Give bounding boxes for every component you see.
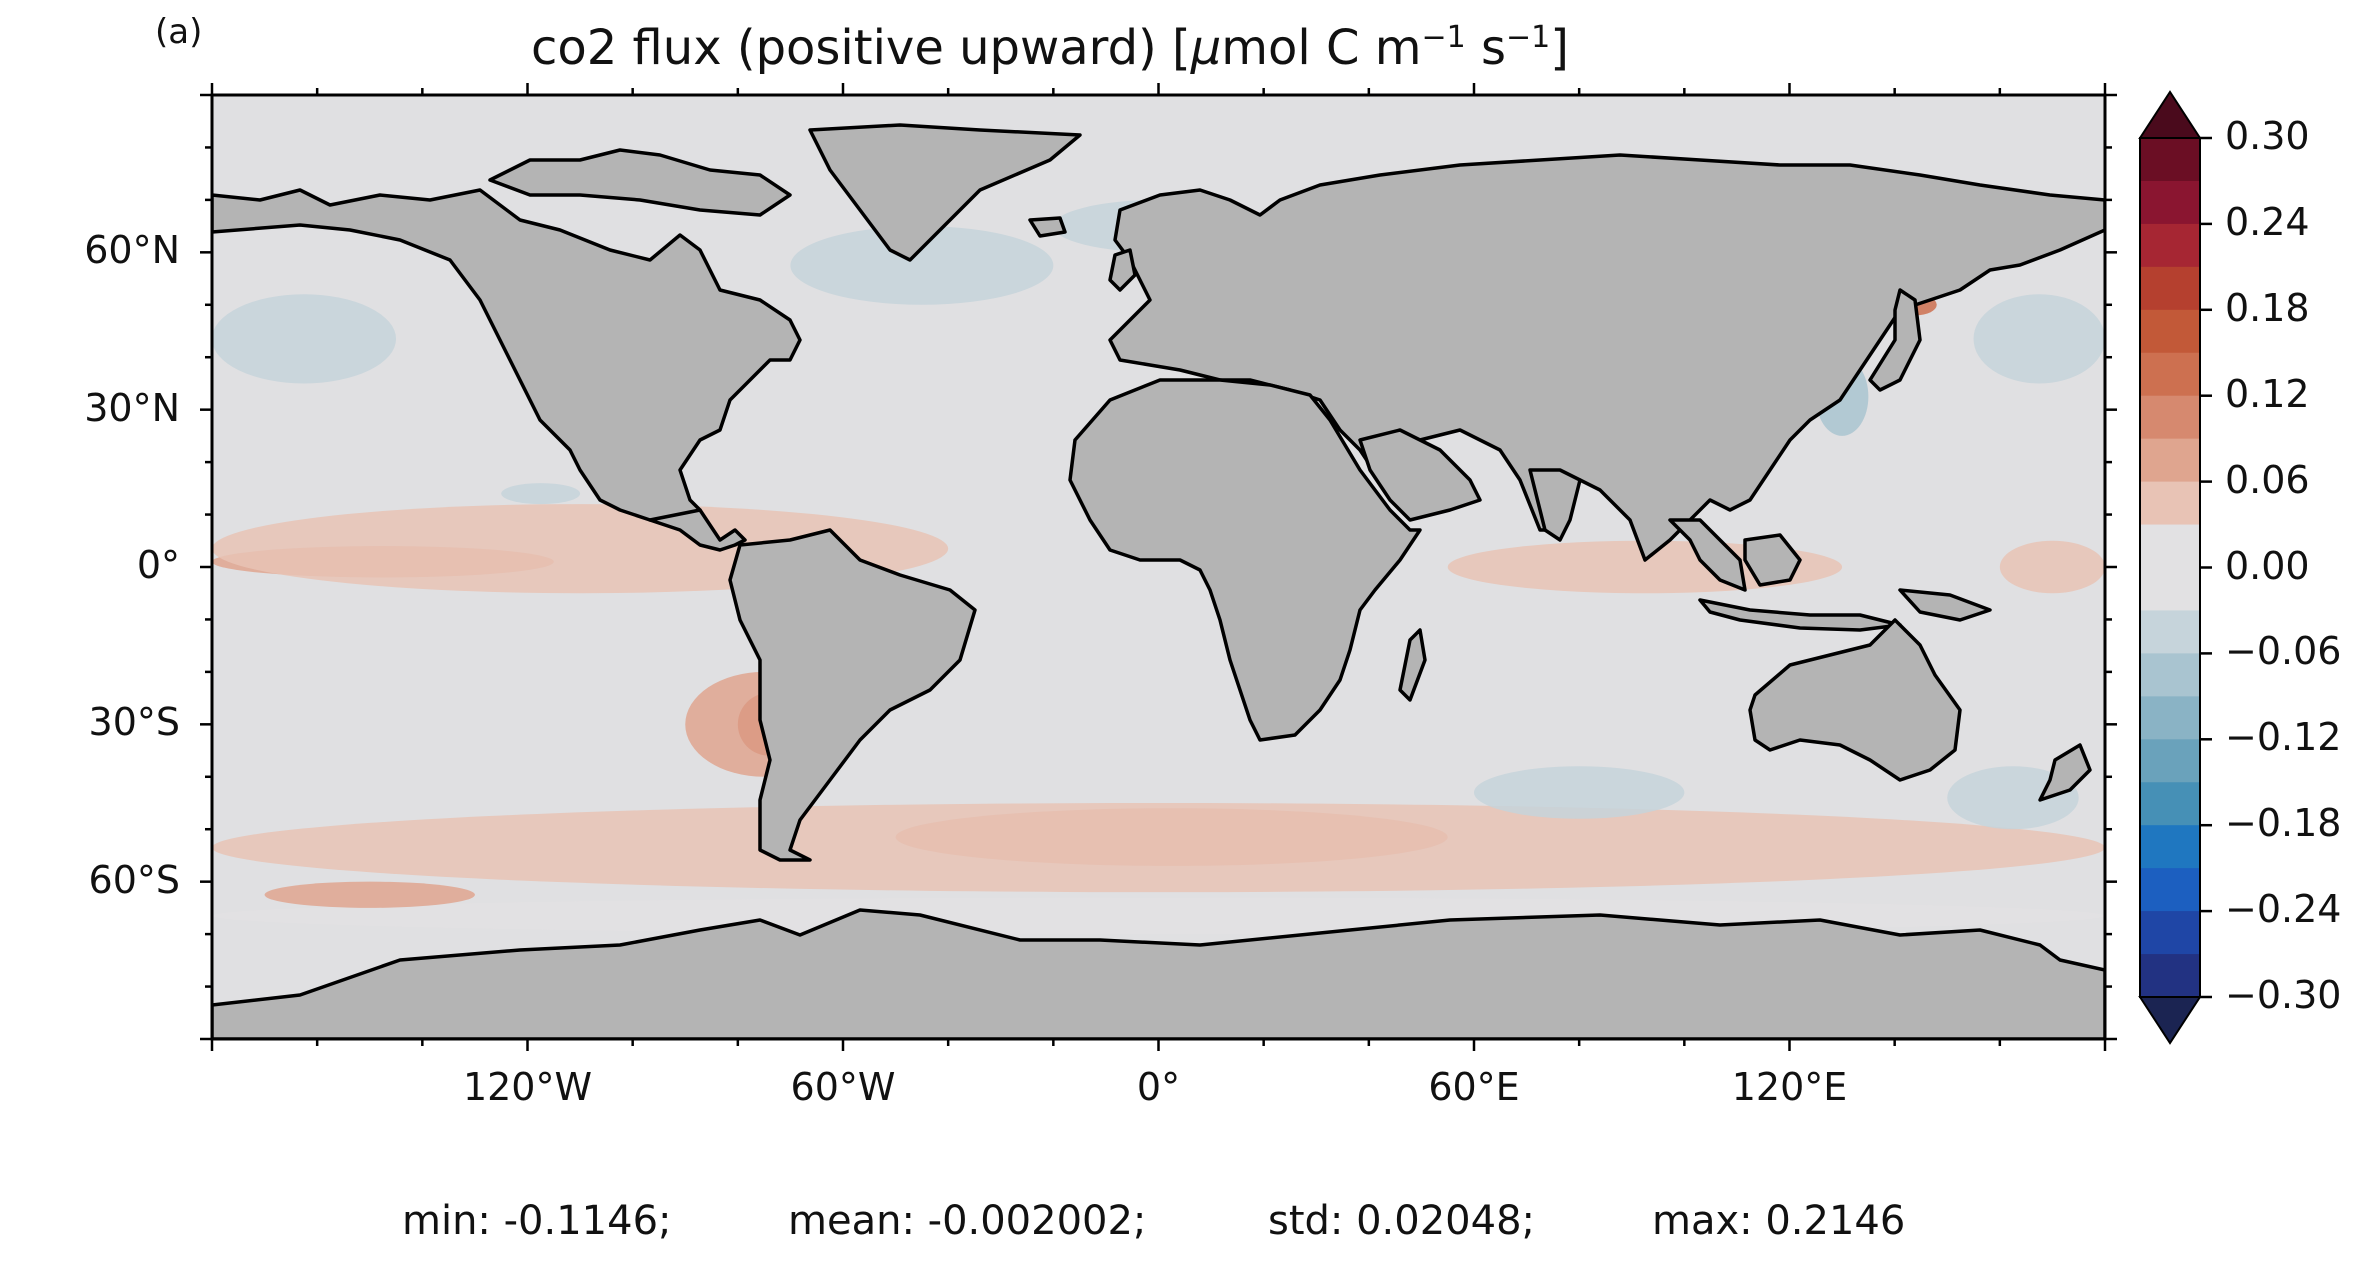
new-zealand xyxy=(2038,743,2092,802)
africa xyxy=(1068,378,1422,742)
colorbar-level xyxy=(2140,395,2200,440)
colorbar-tick-label: −0.06 xyxy=(2225,629,2342,674)
chart-title: co2 flux (positive upward) [μmol C m−1 s… xyxy=(530,20,1570,76)
map-area xyxy=(212,95,2105,1039)
colorbar-level xyxy=(2140,309,2200,354)
colorbar-level xyxy=(2140,180,2200,225)
colorbar-tick-label: 0.30 xyxy=(2225,114,2310,158)
lat-tick-label: 0° xyxy=(136,543,180,587)
panel-label: (a) xyxy=(155,12,203,52)
greenland xyxy=(808,123,1082,262)
colorbar-tick-label: −0.24 xyxy=(2225,887,2342,932)
north-america xyxy=(212,188,802,522)
colorbar-extend-top xyxy=(2138,90,2202,139)
stat-max: max: 0.2146 xyxy=(1652,1198,1906,1244)
flux-region-14 xyxy=(1474,766,1685,819)
colorbar-level xyxy=(2140,653,2200,697)
colorbar-tick-label: −0.12 xyxy=(2225,715,2342,760)
colorbar-level xyxy=(2140,567,2200,611)
colorbar-tick-label: −0.18 xyxy=(2225,801,2342,846)
south-america xyxy=(728,528,977,862)
british-isles xyxy=(1108,248,1137,292)
colorbar-tick-label: 0.24 xyxy=(2225,199,2310,244)
madagascar xyxy=(1398,628,1427,702)
lon-tick-label: 120°E xyxy=(1731,1065,1848,1109)
eurasia xyxy=(1108,153,2105,562)
new-guinea xyxy=(1898,588,1992,622)
colorbar-extend-bottom xyxy=(2138,996,2202,1045)
colorbar-level xyxy=(2140,739,2200,783)
map-ticks xyxy=(200,83,2117,1051)
australia xyxy=(1748,618,1962,782)
colorbar-tick-label: 0.00 xyxy=(2225,543,2310,588)
stat-std: std: 0.02048; xyxy=(1268,1198,1535,1244)
colorbar-level xyxy=(2140,610,2200,654)
iceland xyxy=(1028,216,1067,238)
flux-region-18 xyxy=(264,881,475,908)
flux-region-9 xyxy=(212,294,397,384)
flux-region-5 xyxy=(212,803,2105,893)
lat-tick-label: 60°N xyxy=(84,228,180,273)
flux-region-7 xyxy=(1999,540,2105,594)
lat-tick-label: 30°N xyxy=(84,385,180,430)
land-masses xyxy=(212,123,2105,1039)
lon-tick-label: 120°W xyxy=(462,1065,593,1109)
southeast-asia xyxy=(1668,518,1747,592)
colorbar-level xyxy=(2140,782,2200,826)
antarctica xyxy=(212,908,2105,1039)
colorbar-level xyxy=(2140,138,2200,182)
stat-min: min: -0.1146; xyxy=(402,1198,672,1244)
indonesia xyxy=(1698,598,1902,632)
colorbar-level xyxy=(2140,911,2200,955)
arabia xyxy=(1358,428,1482,522)
lon-tick-label: 0° xyxy=(1136,1065,1181,1109)
colorbar-tick-label: 0.12 xyxy=(2225,371,2310,416)
colorbar-level xyxy=(2140,438,2200,483)
flux-region-10 xyxy=(1973,294,2105,384)
colorbar xyxy=(2138,90,2212,1045)
flux-region-17 xyxy=(501,483,581,505)
lat-tick-label: 30°S xyxy=(88,700,180,745)
colorbar-level xyxy=(2140,266,2200,311)
india xyxy=(1528,468,1582,542)
colorbar-level xyxy=(2140,223,2200,268)
colorbar-tick-label: 0.18 xyxy=(2225,285,2310,330)
flux-region-15 xyxy=(1947,766,2079,830)
colorbar-level xyxy=(2140,825,2200,869)
colorbar-level xyxy=(2140,524,2200,568)
colorbar-level xyxy=(2140,696,2200,740)
central-america xyxy=(648,508,747,552)
canadian-archipelago xyxy=(488,148,792,217)
colorbar-tick-label: −0.30 xyxy=(2225,973,2342,1017)
borneo xyxy=(1743,533,1802,587)
colorbar-level xyxy=(2140,954,2200,998)
colorbar-level xyxy=(2140,481,2200,526)
stat-mean: mean: -0.002002; xyxy=(788,1198,1147,1244)
lat-tick-label: 60°S xyxy=(88,857,180,902)
colorbar-level xyxy=(2140,868,2200,912)
lon-tick-label: 60°W xyxy=(790,1065,896,1109)
japan xyxy=(1868,288,1922,392)
lon-tick-label: 60°E xyxy=(1428,1065,1520,1109)
flux-region-11 xyxy=(790,226,1054,305)
colorbar-tick-label: 0.06 xyxy=(2225,457,2310,502)
colorbar-level xyxy=(2140,352,2200,397)
